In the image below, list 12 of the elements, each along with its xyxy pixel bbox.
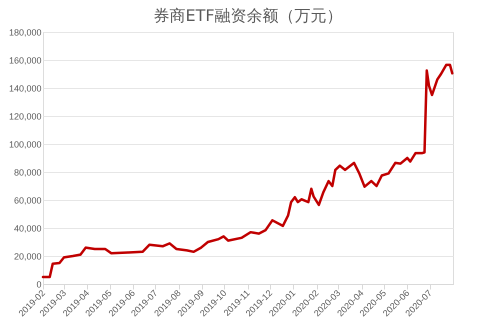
y-tick-label: 20,000 xyxy=(14,252,42,262)
y-tick-label: 120,000 xyxy=(8,112,42,122)
y-tick-label: 180,000 xyxy=(8,28,42,38)
y-tick-label: 40,000 xyxy=(14,224,42,234)
line-series xyxy=(42,64,454,278)
y-tick-label: 0 xyxy=(36,280,42,290)
y-tick-label: 80,000 xyxy=(14,168,42,178)
y-tick-label: 160,000 xyxy=(8,56,42,66)
y-tick-label: 100,000 xyxy=(8,140,42,150)
chart-title: 券商ETF融资余额（万元） xyxy=(153,6,343,25)
y-tick-label: 140,000 xyxy=(8,84,42,94)
y-tick-label: 60,000 xyxy=(14,196,42,206)
